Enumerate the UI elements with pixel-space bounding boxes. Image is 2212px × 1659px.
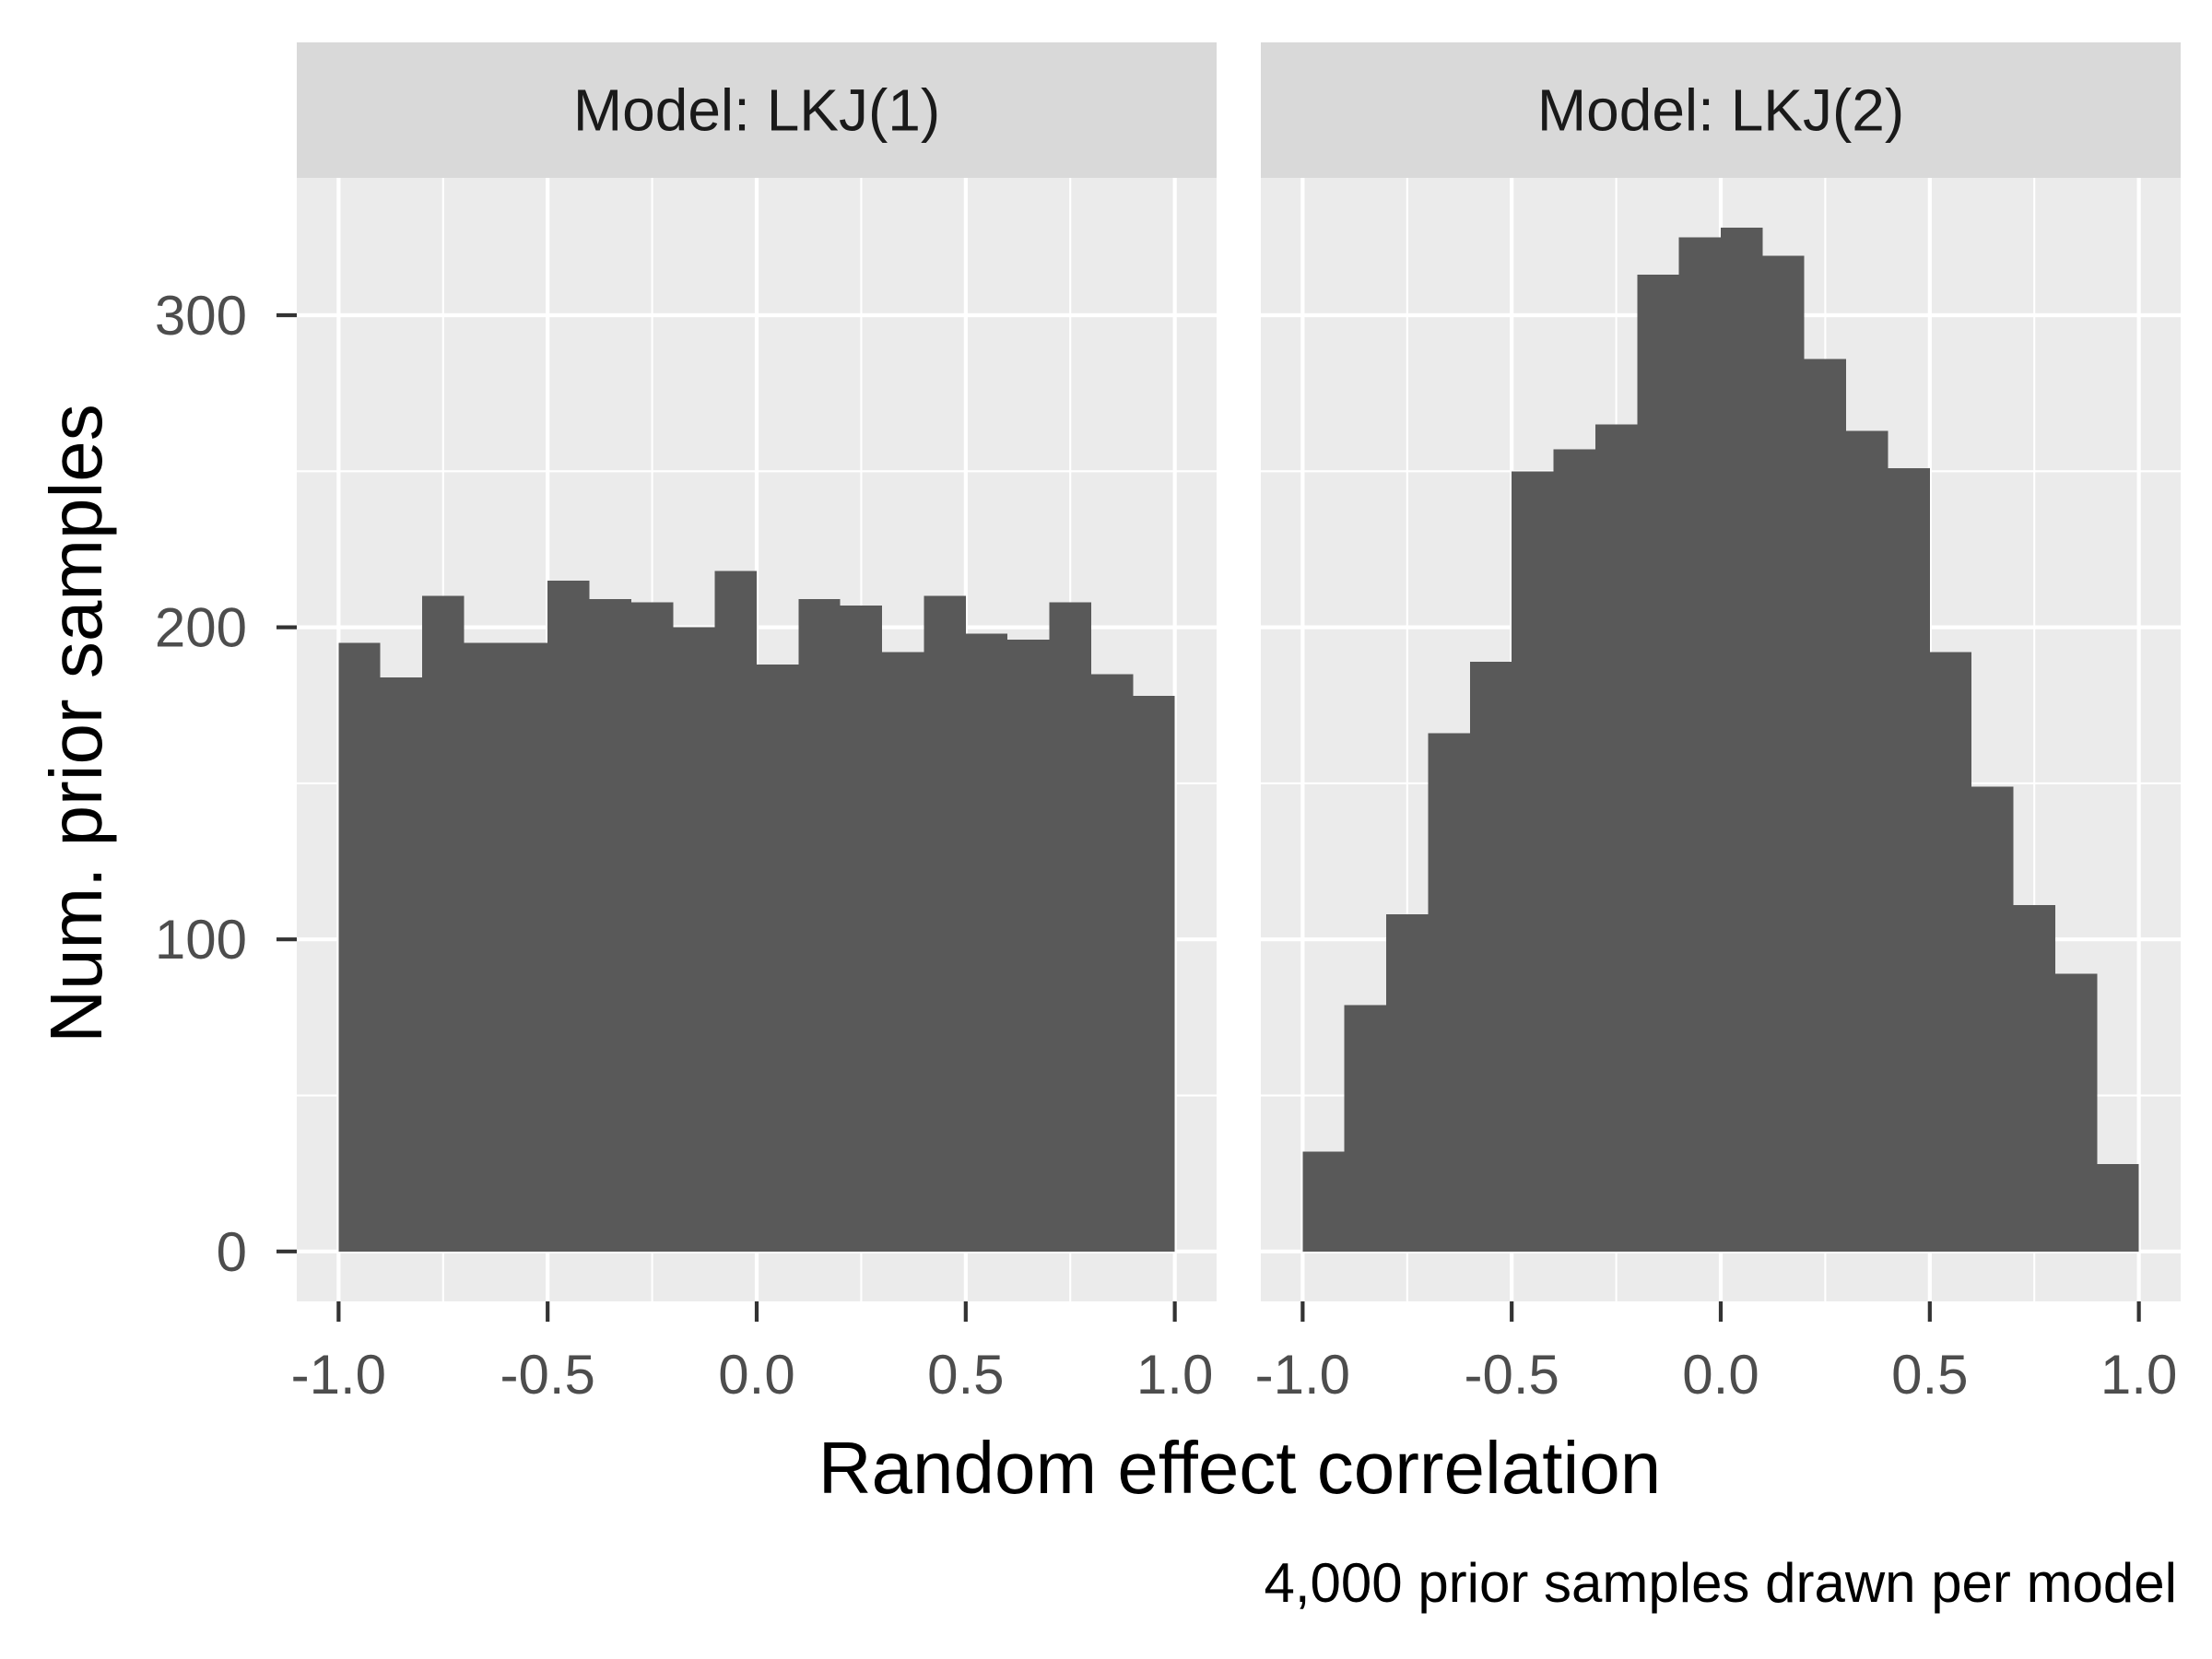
x-axis-title: Random effect correlation bbox=[818, 1427, 1662, 1509]
histogram-bar bbox=[1678, 237, 1721, 1252]
histogram-bar bbox=[1804, 359, 1847, 1252]
histogram-bar bbox=[1888, 467, 1930, 1252]
panel-lkj1: Model: LKJ(1) -1.0 -0.5 0.0 0.5 1.0 bbox=[291, 42, 1217, 1406]
histogram-bar bbox=[1553, 449, 1595, 1252]
facet-strip-label: Model: LKJ(1) bbox=[573, 77, 940, 144]
x-tick-label: 0.0 bbox=[1682, 1344, 1759, 1406]
x-tick-label: 0.5 bbox=[927, 1344, 1004, 1406]
histogram-bar bbox=[422, 595, 465, 1252]
x-tick-label: 0.5 bbox=[1891, 1344, 1968, 1406]
histogram-bar bbox=[505, 642, 548, 1252]
x-tick-label: 1.0 bbox=[1136, 1344, 1213, 1406]
facet-strip bbox=[297, 42, 1217, 178]
histogram-bar bbox=[757, 665, 799, 1252]
histogram-bar bbox=[1469, 661, 1512, 1252]
histogram-bar bbox=[1133, 696, 1175, 1252]
y-tick-label: 200 bbox=[155, 597, 247, 659]
histogram-bar bbox=[2097, 1164, 2139, 1252]
histogram-bar bbox=[630, 602, 674, 1252]
histogram-bar bbox=[1846, 430, 1888, 1252]
histogram-bar bbox=[1302, 1151, 1345, 1252]
y-axis-title: Num. prior samples bbox=[35, 404, 117, 1043]
histogram-bar bbox=[840, 605, 883, 1252]
panel-lkj2: Model: LKJ(2) -1.0 -0.5 0.0 0.5 1.0 bbox=[1255, 42, 2181, 1406]
histogram-bar bbox=[589, 599, 631, 1252]
x-tick-label: -0.5 bbox=[1464, 1344, 1559, 1406]
histogram-bar bbox=[798, 599, 841, 1252]
histogram-bar bbox=[882, 652, 924, 1252]
histogram-bar bbox=[965, 633, 1008, 1252]
y-tick-label: 300 bbox=[155, 285, 247, 347]
histogram-bar bbox=[1090, 674, 1134, 1252]
histogram-bar bbox=[1049, 602, 1091, 1252]
histogram-bar bbox=[1007, 640, 1050, 1252]
x-tick-label: -1.0 bbox=[1255, 1344, 1350, 1406]
histogram-bar bbox=[1762, 255, 1805, 1252]
histogram-bar bbox=[547, 580, 590, 1252]
histogram-bar bbox=[1594, 424, 1638, 1252]
histogram-bar bbox=[464, 642, 506, 1252]
x-tick-label: 1.0 bbox=[2100, 1344, 2177, 1406]
histogram-bar bbox=[673, 627, 715, 1252]
histogram-bar bbox=[1512, 471, 1554, 1252]
histogram-bar bbox=[1344, 1005, 1387, 1252]
x-tick-label: -1.0 bbox=[291, 1344, 386, 1406]
histogram-bar bbox=[2013, 904, 2055, 1252]
facet-strip bbox=[1261, 42, 2181, 178]
histogram-bar bbox=[1721, 228, 1763, 1252]
x-tick-label: -0.5 bbox=[500, 1344, 594, 1406]
caption: 4,000 prior samples drawn per model bbox=[1265, 1552, 2178, 1614]
histogram-bar bbox=[924, 595, 966, 1252]
y-tick-label: 100 bbox=[155, 909, 247, 971]
histogram-bar bbox=[380, 677, 423, 1252]
histogram-bar bbox=[1428, 733, 1470, 1252]
facet-strip-label: Model: LKJ(2) bbox=[1537, 77, 1904, 144]
histogram-bar bbox=[2054, 973, 2098, 1252]
y-tick-label: 0 bbox=[217, 1221, 247, 1283]
histogram-bar bbox=[1386, 914, 1429, 1252]
x-tick-label: 0.0 bbox=[718, 1344, 794, 1406]
histogram-bar bbox=[1929, 652, 1972, 1252]
histogram-bar bbox=[338, 642, 381, 1252]
y-axis: 0 100 200 300 bbox=[155, 285, 297, 1283]
histogram-bar bbox=[1637, 274, 1679, 1252]
histogram-bar bbox=[1971, 786, 2014, 1252]
histogram-bar bbox=[714, 571, 757, 1252]
